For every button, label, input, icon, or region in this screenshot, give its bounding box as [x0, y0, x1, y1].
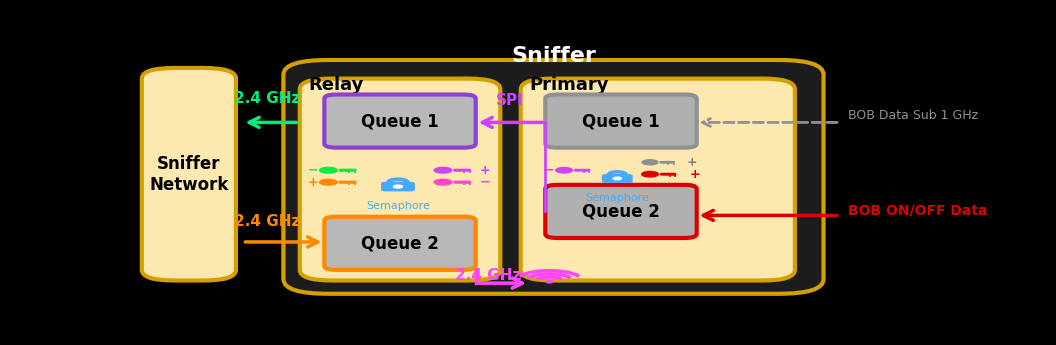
Text: 2.4 GHz: 2.4 GHz	[233, 214, 300, 229]
FancyBboxPatch shape	[283, 60, 824, 294]
FancyBboxPatch shape	[300, 79, 501, 280]
Circle shape	[434, 179, 452, 185]
Text: +: +	[308, 176, 319, 189]
Text: BOB Data Sub 1 GHz: BOB Data Sub 1 GHz	[848, 109, 978, 122]
Text: Queue 2: Queue 2	[582, 203, 660, 220]
Text: Semaphore: Semaphore	[585, 193, 649, 203]
Text: −: −	[544, 164, 554, 177]
Circle shape	[320, 179, 337, 185]
Text: SPI: SPI	[496, 93, 524, 108]
Text: Sniffer
Network: Sniffer Network	[149, 155, 228, 194]
Circle shape	[434, 167, 452, 173]
Circle shape	[614, 177, 621, 180]
FancyBboxPatch shape	[324, 95, 475, 148]
Text: Sniffer: Sniffer	[511, 46, 596, 66]
Text: +: +	[690, 168, 700, 181]
FancyBboxPatch shape	[545, 95, 697, 148]
Text: 2.4 GHz: 2.4 GHz	[233, 91, 300, 107]
Text: −: −	[479, 176, 490, 189]
Text: −: −	[308, 164, 319, 177]
Text: +: +	[479, 164, 490, 177]
Text: Queue 1: Queue 1	[582, 112, 660, 130]
Text: Relay: Relay	[308, 76, 363, 94]
Circle shape	[642, 171, 658, 177]
Text: BOB ON/OFF Data: BOB ON/OFF Data	[848, 203, 987, 217]
FancyBboxPatch shape	[382, 183, 414, 191]
Text: +: +	[686, 156, 698, 169]
Circle shape	[320, 167, 337, 173]
FancyBboxPatch shape	[142, 68, 235, 280]
Circle shape	[555, 168, 572, 173]
Circle shape	[642, 160, 658, 165]
Text: Queue 2: Queue 2	[361, 234, 439, 252]
Text: Semaphore: Semaphore	[366, 201, 430, 211]
FancyBboxPatch shape	[545, 185, 697, 238]
Text: 2.4 GHz: 2.4 GHz	[455, 268, 522, 283]
Text: Primary: Primary	[529, 76, 608, 94]
Text: Queue 1: Queue 1	[361, 112, 439, 130]
FancyBboxPatch shape	[521, 79, 795, 280]
FancyBboxPatch shape	[603, 175, 633, 182]
FancyBboxPatch shape	[324, 217, 475, 270]
Circle shape	[546, 281, 552, 283]
Circle shape	[394, 185, 402, 188]
